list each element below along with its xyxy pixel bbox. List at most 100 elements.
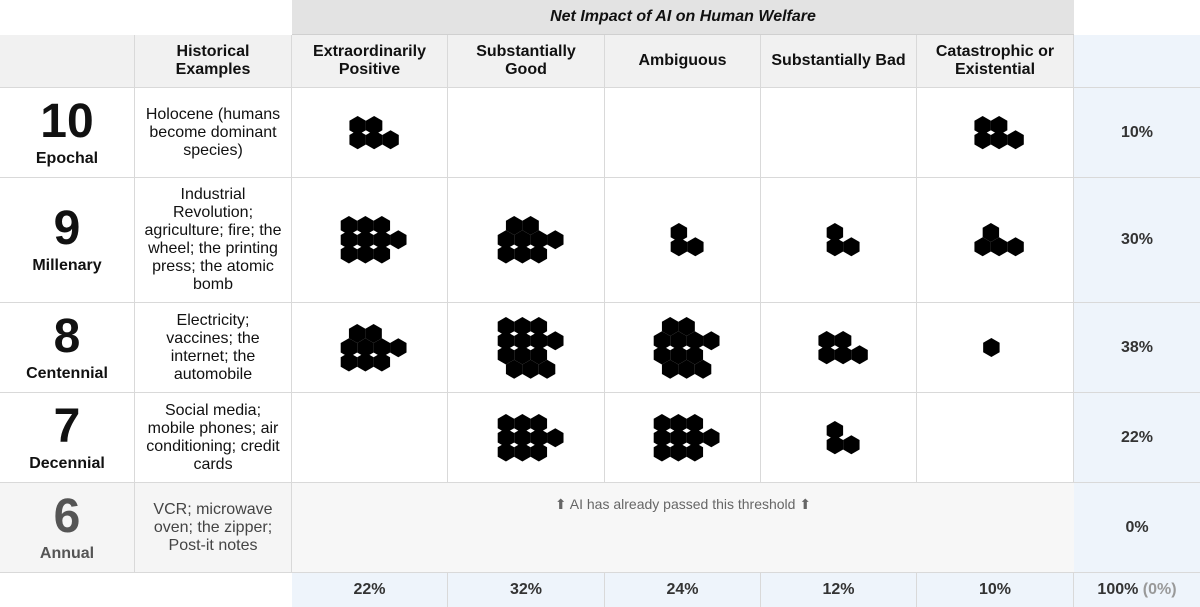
hexagon-mark [670, 442, 687, 461]
hexagon-mark [653, 330, 671, 350]
hex-cell [605, 393, 761, 483]
hexagon-mark [990, 115, 1008, 135]
column-total: 12% [761, 573, 917, 607]
row-percent: 0% [1074, 483, 1200, 573]
hexagon-mark [653, 345, 671, 364]
hexagon-mark [686, 442, 704, 461]
hexagon-mark [974, 129, 991, 149]
hex-cell [605, 303, 761, 393]
row-label-10: 10 Epochal [0, 88, 135, 178]
column-total: 10% [917, 573, 1074, 607]
hexagon-mark [670, 427, 687, 447]
level-number: 9 [53, 202, 81, 255]
hexagon-mark [497, 316, 514, 336]
hexagon-mark [530, 413, 547, 433]
header-percent-blank [1074, 35, 1200, 88]
hexagon-mark [686, 345, 704, 364]
hexagon-mark [513, 244, 531, 264]
hexagon-mark [513, 442, 531, 461]
hexagon-mark [513, 330, 531, 350]
hex-cell [917, 393, 1074, 483]
hexagon-mark [686, 413, 704, 433]
hex-cluster [982, 338, 1000, 357]
footer-blank [0, 573, 292, 607]
hexagon-mark [513, 230, 531, 250]
hex-cell [448, 178, 605, 303]
hexagon-mark [340, 216, 358, 235]
hex-cluster [653, 316, 720, 379]
hex-cell [761, 303, 917, 393]
row-examples: Industrial Revolution; agriculture; fire… [135, 178, 292, 303]
row-label-8: 8 Centennial [0, 303, 135, 393]
hexagon-mark [653, 413, 671, 433]
hexagon-mark [497, 230, 514, 250]
hexagon-mark [817, 344, 835, 364]
level-number: 6 [53, 489, 81, 543]
hexagon-mark [505, 359, 522, 379]
hexagon-mark [678, 359, 695, 379]
hexagon-mark [357, 216, 374, 235]
hexagon-mark [826, 420, 843, 440]
hexagon-mark [974, 237, 991, 257]
hexagon-mark [530, 427, 547, 447]
row-percent: 10% [1074, 88, 1200, 178]
row-examples: Electricity; vaccines; the internet; the… [135, 303, 292, 393]
hexagon-mark [373, 244, 391, 264]
hexagon-mark [538, 359, 555, 379]
hexagon-mark [653, 427, 671, 447]
hexagon-mark [530, 345, 547, 364]
hexagon-mark [546, 427, 564, 447]
hexagon-mark [357, 352, 374, 371]
corner-blank [0, 0, 292, 35]
hexagon-mark [982, 338, 1000, 357]
hexagon-mark [497, 442, 514, 461]
hexagon-mark [390, 230, 407, 250]
header-extraordinarily-positive: Extraordinarily Positive [292, 35, 448, 88]
hex-cluster [340, 216, 407, 264]
hex-cell [448, 88, 605, 178]
table-title: Net Impact of AI on Human Welfare [292, 0, 1074, 35]
row-examples: VCR; microwave oven; the zipper; Post-it… [135, 483, 292, 573]
level-name: Centennial [26, 364, 108, 382]
hexagon-mark [670, 223, 687, 242]
row-percent: 22% [1074, 393, 1200, 483]
hexagon-mark [521, 359, 539, 379]
hexagon-mark [357, 230, 374, 250]
hex-cell [448, 393, 605, 483]
corner-blank-right [1074, 0, 1200, 35]
hexagon-mark [703, 427, 720, 447]
hex-cluster [974, 115, 1024, 149]
hexagon-mark [834, 330, 851, 350]
level-name: Annual [39, 544, 95, 562]
level-name: Decennial [29, 454, 105, 472]
row-label-6: 6 Annual [0, 483, 135, 573]
hexagon-mark [826, 434, 843, 454]
hex-cell [761, 393, 917, 483]
hexagon-mark [826, 223, 843, 242]
hexagon-mark [373, 352, 391, 371]
level-name: Millenary [32, 257, 102, 274]
hex-cluster [826, 223, 860, 257]
hexagon-mark [373, 216, 391, 235]
hexagon-mark [497, 427, 514, 447]
level-name: Epochal [35, 149, 99, 167]
hexagon-mark [373, 337, 391, 357]
hexagon-mark [661, 359, 679, 379]
hex-cell [605, 88, 761, 178]
hexagon-mark [974, 115, 991, 135]
hexagon-mark [497, 330, 514, 350]
hex-cell [917, 303, 1074, 393]
hexagon-mark [505, 216, 522, 235]
hexagon-mark [381, 129, 399, 149]
header-substantially-good: Substantially Good [448, 35, 605, 88]
hexagon-mark [365, 323, 382, 343]
grand-total-note: (0%) [1142, 581, 1177, 598]
hexagon-mark [546, 330, 564, 350]
hexagon-mark [357, 244, 374, 264]
hex-cluster [826, 420, 860, 454]
hexagon-mark [686, 237, 704, 257]
threshold-note: ⬆ AI has already passed this threshold ⬆ [292, 483, 1074, 573]
hex-cluster [653, 413, 720, 461]
column-total: 22% [292, 573, 448, 607]
